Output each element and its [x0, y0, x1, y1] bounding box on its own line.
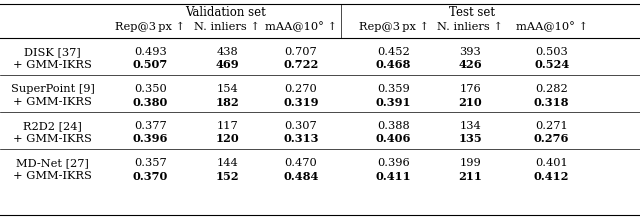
Text: 0.276: 0.276	[534, 134, 570, 145]
Text: + GMM-IKRS: + GMM-IKRS	[13, 171, 92, 181]
Text: 469: 469	[216, 60, 239, 71]
Text: 176: 176	[460, 84, 481, 94]
Text: 210: 210	[458, 97, 483, 108]
Text: mAA@10° ↑: mAA@10° ↑	[516, 22, 588, 32]
Text: 0.377: 0.377	[134, 121, 167, 131]
Text: 438: 438	[216, 47, 238, 57]
Text: 0.388: 0.388	[377, 121, 410, 131]
Text: 120: 120	[215, 134, 239, 145]
Text: 152: 152	[216, 171, 239, 182]
Text: + GMM-IKRS: + GMM-IKRS	[13, 134, 92, 144]
Text: 0.307: 0.307	[284, 121, 317, 131]
Text: 0.350: 0.350	[134, 84, 167, 94]
Text: 0.484: 0.484	[283, 171, 319, 182]
Text: 0.452: 0.452	[377, 47, 410, 57]
Text: 182: 182	[215, 97, 239, 108]
Text: SuperPoint [9]: SuperPoint [9]	[10, 84, 95, 94]
Text: 0.271: 0.271	[535, 121, 568, 131]
Text: Validation set: Validation set	[185, 7, 266, 19]
Text: 0.396: 0.396	[377, 158, 410, 168]
Text: + GMM-IKRS: + GMM-IKRS	[13, 60, 92, 70]
Text: 0.401: 0.401	[535, 158, 568, 168]
Text: Rep@3 px ↑: Rep@3 px ↑	[358, 22, 429, 32]
Text: 0.359: 0.359	[377, 84, 410, 94]
Text: N. inliers ↑: N. inliers ↑	[195, 22, 260, 32]
Text: 0.313: 0.313	[283, 134, 319, 145]
Text: 0.380: 0.380	[132, 97, 168, 108]
Text: 0.524: 0.524	[534, 60, 570, 71]
Text: 0.318: 0.318	[534, 97, 570, 108]
Text: DISK [37]: DISK [37]	[24, 47, 81, 57]
Text: 393: 393	[460, 47, 481, 57]
Text: 0.411: 0.411	[376, 171, 412, 182]
Text: Rep@3 px ↑: Rep@3 px ↑	[115, 22, 186, 32]
Text: MD-Net [27]: MD-Net [27]	[16, 158, 89, 168]
Text: 0.391: 0.391	[376, 97, 412, 108]
Text: 134: 134	[460, 121, 481, 131]
Text: 0.722: 0.722	[283, 60, 319, 71]
Text: 0.319: 0.319	[283, 97, 319, 108]
Text: 0.470: 0.470	[284, 158, 317, 168]
Text: 0.707: 0.707	[284, 47, 317, 57]
Text: R2D2 [24]: R2D2 [24]	[23, 121, 82, 131]
Text: 0.357: 0.357	[134, 158, 167, 168]
Text: 0.412: 0.412	[534, 171, 570, 182]
Text: 0.507: 0.507	[132, 60, 168, 71]
Text: 0.503: 0.503	[535, 47, 568, 57]
Text: + GMM-IKRS: + GMM-IKRS	[13, 97, 92, 107]
Text: 211: 211	[458, 171, 483, 182]
Text: 0.468: 0.468	[376, 60, 412, 71]
Text: Test set: Test set	[449, 7, 495, 19]
Text: 0.270: 0.270	[284, 84, 317, 94]
Text: 0.370: 0.370	[132, 171, 168, 182]
Text: 144: 144	[216, 158, 238, 168]
Text: 135: 135	[459, 134, 482, 145]
Text: 426: 426	[459, 60, 482, 71]
Text: mAA@10° ↑: mAA@10° ↑	[265, 22, 337, 32]
Text: 0.493: 0.493	[134, 47, 167, 57]
Text: 117: 117	[216, 121, 238, 131]
Text: N. inliers ↑: N. inliers ↑	[438, 22, 503, 32]
Text: 0.282: 0.282	[535, 84, 568, 94]
Text: 199: 199	[460, 158, 481, 168]
Text: 0.406: 0.406	[376, 134, 412, 145]
Text: 154: 154	[216, 84, 238, 94]
Text: 0.396: 0.396	[132, 134, 168, 145]
